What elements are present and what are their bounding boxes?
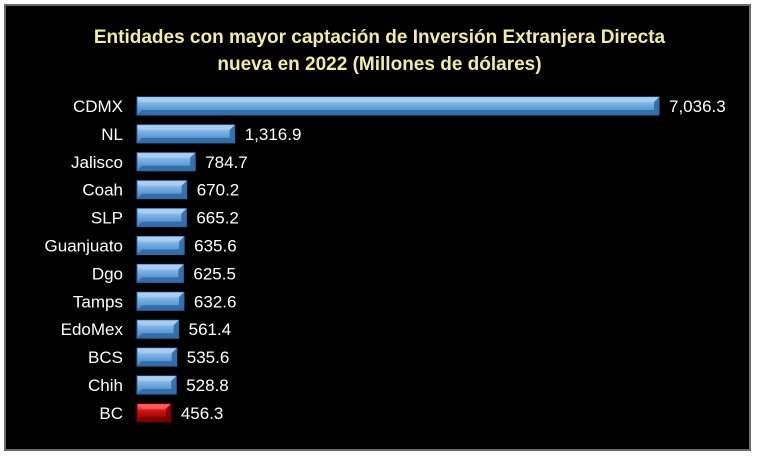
chart-title-line2: nueva en 2022 (Millones de dólares) [217,54,542,75]
bar-bevel-bottom [137,292,184,311]
value-label: 1,316.9 [245,125,302,144]
bar-bevel-bottom [137,97,659,115]
bar-bevel-bottom [137,376,177,394]
chart-title: Entidades con mayor captación de Inversi… [6,24,753,78]
bar-edomex: EdoMex 561.4 [61,319,232,339]
bar-cdmx: CDMX 7,036.3 [73,96,726,116]
bar-coah: Coah 670.2 [82,180,240,200]
category-label: CDMX [73,97,123,116]
bar-bevel-bottom [137,208,187,227]
category-label: Jalisco [71,153,123,172]
category-label: Guanjuato [45,237,123,256]
bar-bevel-top [137,180,187,186]
category-label: Dgo [92,264,123,283]
bar-bc: BC 456.3 [99,403,224,423]
bar-bevel-bottom [137,180,187,199]
bar-bevel-bottom [137,152,196,171]
chart-frame: Entidades con mayor captación de Inversi… [4,4,751,451]
bar-bevel-top [137,348,177,354]
bar-bevel-top [137,376,177,381]
value-label: 625.5 [193,264,236,283]
bar-bevel-bottom [137,320,179,339]
bar-bevel-top [137,236,185,242]
category-label: BC [99,404,123,423]
value-label: 456.3 [181,404,224,423]
category-label: NL [101,125,123,144]
value-label: 784.7 [205,153,248,172]
bar-slp: SLP 665.2 [91,208,239,228]
bar-bevel-bottom [137,236,185,255]
bar-dgo: Dgo 625.5 [92,263,236,283]
value-label: 635.6 [194,237,237,256]
category-label: Chih [88,376,123,395]
bar-nl: NL 1,316.9 [101,124,302,144]
bar-bevel-top [137,124,235,130]
category-label: BCS [88,348,123,367]
bar-guanjuato: Guanjuato 635.6 [45,236,237,256]
bar-chih: Chih 528.8 [88,375,229,395]
bar-bcs: BCS 535.6 [88,347,230,367]
bar-tamps: Tamps 632.6 [73,291,237,311]
value-label: 535.6 [187,348,230,367]
value-label: 665.2 [196,209,239,228]
bar-bevel-top [137,292,184,298]
chart-title-line1: Entidades con mayor captación de Inversi… [93,27,666,48]
bar-bevel-bottom [137,403,171,422]
bar-bevel-top [137,208,187,214]
bar-bevel-top [137,152,196,158]
bar-bevel-top [137,403,171,409]
bar-bevel-top [137,320,179,326]
bar-bevel-bottom [137,264,184,283]
value-label: 528.8 [186,376,229,395]
bar-chart: CDMX 7,036.3 NL 1,316.9 Jalisco 784.7 Coah 670.… [45,96,726,423]
category-label: Coah [82,181,123,200]
bar-bevel-bottom [137,124,235,143]
category-label: Tamps [73,292,123,311]
category-label: SLP [91,209,123,228]
bar-jalisco: Jalisco 784.7 [71,152,248,172]
value-label: 670.2 [197,181,240,200]
bar-bevel-top [137,97,659,102]
bar-bevel-top [137,264,184,270]
value-label: 632.6 [194,292,237,311]
category-label: EdoMex [61,320,124,339]
value-label: 7,036.3 [669,97,726,116]
value-label: 561.4 [189,320,232,339]
bar-bevel-bottom [137,348,177,367]
